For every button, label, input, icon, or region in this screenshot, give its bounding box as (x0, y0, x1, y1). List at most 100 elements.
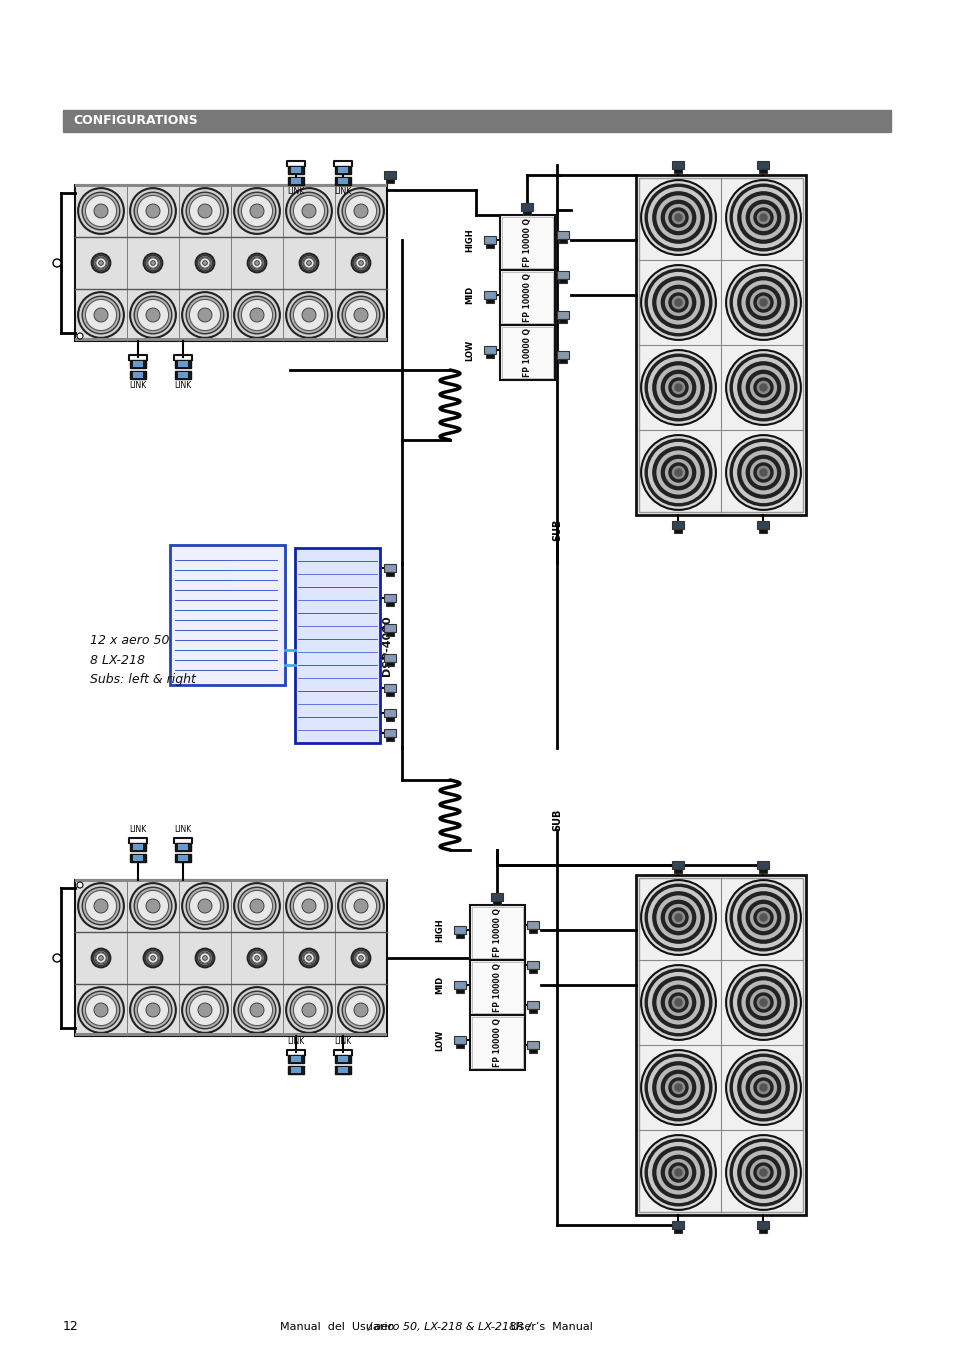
Circle shape (753, 292, 773, 312)
Circle shape (86, 196, 115, 226)
Circle shape (652, 1061, 704, 1113)
Circle shape (190, 892, 219, 921)
Circle shape (749, 1074, 777, 1101)
Bar (132, 843, 143, 850)
Circle shape (345, 994, 376, 1025)
Circle shape (745, 370, 781, 405)
Circle shape (342, 992, 379, 1028)
Circle shape (640, 1135, 715, 1210)
Bar (757, 161, 768, 169)
Circle shape (740, 281, 784, 324)
Circle shape (352, 948, 370, 967)
Circle shape (664, 1074, 691, 1101)
Circle shape (660, 1155, 696, 1190)
Circle shape (740, 981, 784, 1024)
Circle shape (78, 988, 124, 1034)
Circle shape (759, 469, 767, 477)
Circle shape (199, 952, 211, 965)
Circle shape (753, 1077, 773, 1098)
Circle shape (303, 258, 314, 269)
Bar (174, 370, 191, 378)
Bar (63, 109, 890, 132)
Bar (335, 166, 351, 173)
Circle shape (674, 384, 682, 392)
Circle shape (130, 884, 175, 929)
Circle shape (732, 272, 793, 334)
Bar (483, 346, 496, 354)
Circle shape (652, 977, 704, 1029)
Bar (673, 169, 681, 173)
Circle shape (301, 255, 316, 270)
Bar (288, 1066, 304, 1074)
Circle shape (671, 466, 684, 480)
Circle shape (759, 1084, 767, 1092)
Bar (132, 361, 143, 366)
Circle shape (644, 1054, 712, 1121)
Circle shape (674, 1169, 682, 1177)
Circle shape (294, 196, 324, 227)
Bar (557, 272, 568, 280)
Circle shape (303, 257, 314, 269)
Bar (558, 359, 566, 363)
Circle shape (302, 898, 315, 913)
Circle shape (248, 254, 266, 273)
Circle shape (729, 184, 797, 251)
Circle shape (660, 455, 696, 490)
Circle shape (286, 292, 332, 338)
Circle shape (337, 884, 383, 929)
Circle shape (740, 1151, 784, 1194)
Circle shape (233, 988, 279, 1034)
Text: LINK: LINK (174, 825, 192, 835)
Circle shape (640, 1050, 715, 1125)
Circle shape (146, 1002, 160, 1017)
Circle shape (251, 952, 263, 965)
Circle shape (238, 192, 275, 230)
Circle shape (342, 192, 379, 230)
Bar (335, 177, 351, 185)
Circle shape (238, 296, 275, 334)
Circle shape (644, 969, 712, 1036)
Bar (558, 239, 566, 243)
Bar (386, 738, 394, 740)
Bar (384, 684, 395, 692)
Circle shape (756, 996, 769, 1009)
Circle shape (294, 994, 324, 1025)
Circle shape (249, 255, 264, 270)
Circle shape (94, 308, 108, 322)
Circle shape (252, 952, 262, 963)
Circle shape (78, 188, 124, 234)
Circle shape (756, 1081, 769, 1094)
Circle shape (337, 188, 383, 234)
Circle shape (342, 296, 379, 334)
Bar (132, 854, 143, 861)
Circle shape (759, 213, 767, 222)
Circle shape (233, 188, 279, 234)
Circle shape (671, 911, 684, 924)
Circle shape (354, 1002, 368, 1017)
Circle shape (644, 269, 712, 336)
Circle shape (95, 258, 106, 269)
Circle shape (130, 188, 175, 234)
Bar (671, 861, 683, 869)
Circle shape (644, 1139, 712, 1206)
Circle shape (137, 196, 169, 227)
Circle shape (656, 281, 700, 324)
Bar (499, 215, 555, 270)
Circle shape (299, 254, 318, 273)
Circle shape (346, 996, 375, 1025)
Circle shape (198, 1002, 212, 1017)
Circle shape (354, 204, 368, 218)
Circle shape (737, 361, 789, 413)
Circle shape (740, 450, 784, 494)
Bar (501, 218, 553, 267)
Bar (291, 166, 301, 173)
Circle shape (233, 884, 279, 929)
Circle shape (302, 308, 315, 322)
Circle shape (725, 180, 801, 255)
Bar (491, 893, 502, 901)
Bar (636, 875, 805, 1215)
Circle shape (148, 258, 158, 269)
Bar (759, 869, 766, 873)
Bar (454, 925, 465, 934)
Circle shape (241, 994, 273, 1025)
